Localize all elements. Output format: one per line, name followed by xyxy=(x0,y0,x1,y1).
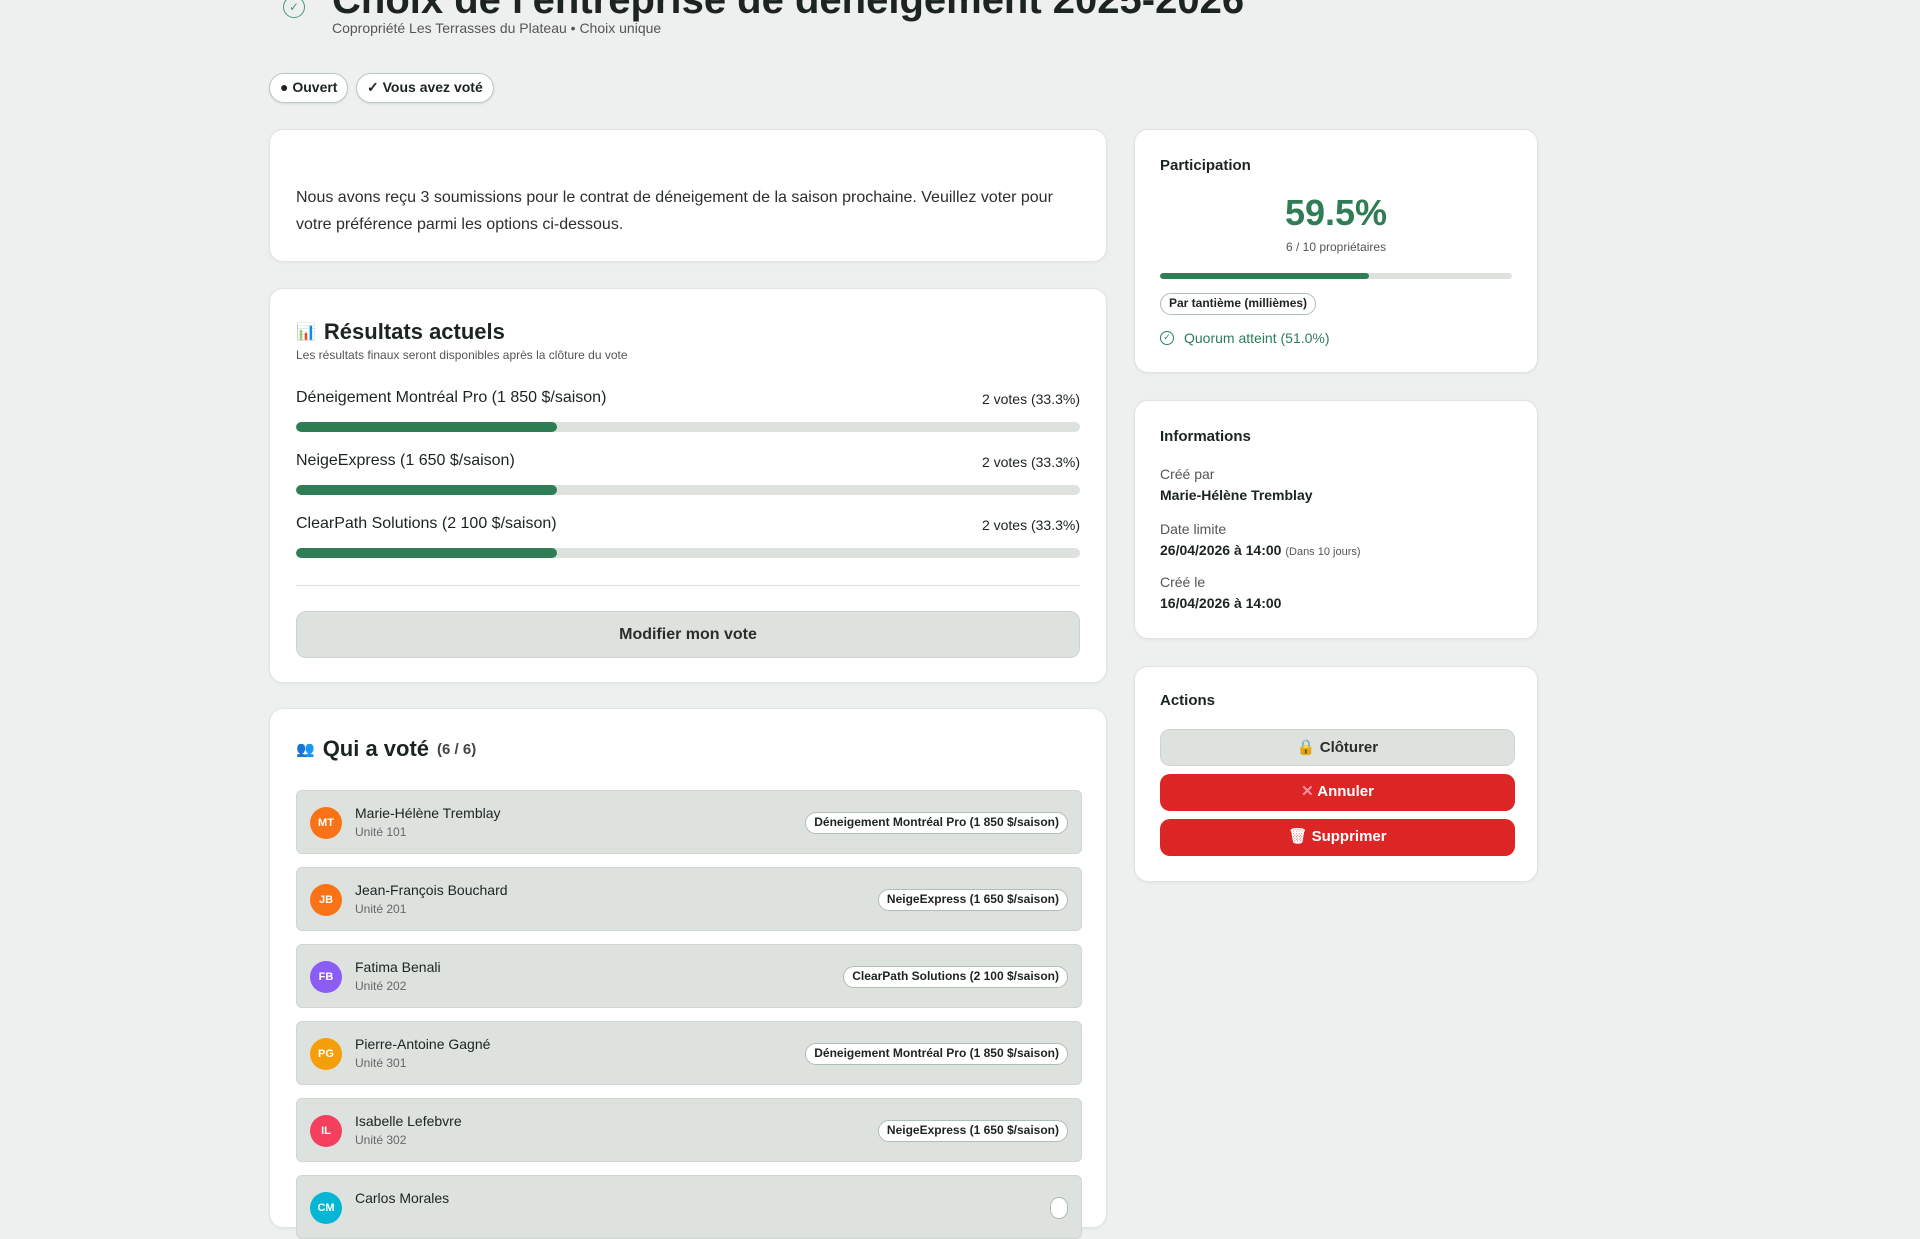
option-votes: 2 votes (33.3%) xyxy=(981,391,1080,407)
option-bar xyxy=(296,485,1080,495)
method-tag: Par tantième (millièmes) xyxy=(1160,293,1317,315)
created-label: Créé le xyxy=(1160,574,1206,590)
bar-chart-icon: 📊 xyxy=(296,324,316,341)
voter-name: Jean-François Bouchard xyxy=(355,882,508,898)
x-icon: ✕ xyxy=(1301,783,1314,800)
avatar: PG xyxy=(310,1038,342,1070)
created-by-label: Créé par xyxy=(1160,466,1215,482)
voter-name: Carlos Morales xyxy=(355,1190,450,1206)
cancel-label: Annuler xyxy=(1317,783,1374,800)
voter-unit: Unité 301 xyxy=(355,1056,407,1070)
cancel-vote-button[interactable]: ✕ Annuler xyxy=(1160,774,1515,811)
voter-choice: NeigeExpress (1 650 $/saison) xyxy=(877,1120,1068,1142)
option-bar-fill xyxy=(296,548,558,558)
voter-unit: Unité 201 xyxy=(355,902,407,916)
voter-choice: ClearPath Solutions (2 100 $/saison) xyxy=(843,966,1068,988)
avatar: CM xyxy=(310,1192,342,1224)
divider xyxy=(296,585,1080,586)
voter-row: MT Marie-Hélène Tremblay Unité 101 Dénei… xyxy=(296,790,1082,854)
lock-icon: 🔒 xyxy=(1296,739,1316,756)
voters-card: 👥 Qui a voté (6 / 6) MT Marie-Hélène Tre… xyxy=(269,708,1107,1239)
option-bar-fill xyxy=(296,422,558,432)
voter-unit: Unité 202 xyxy=(355,979,407,993)
avatar: FB xyxy=(310,961,342,993)
participation-percent: 59.5% xyxy=(1284,192,1388,233)
voter-name: Fatima Benali xyxy=(355,959,441,975)
voter-choice: NeigeExpress (1 650 $/saison) xyxy=(877,889,1068,911)
participation-bar xyxy=(1160,273,1512,279)
actions-card: Actions 🔒 Clôturer ✕ Annuler 🗑 Supprimer xyxy=(1134,666,1538,882)
voter-row: PG Pierre-Antoine Gagné Unité 301 Déneig… xyxy=(296,1021,1082,1085)
participation-owners: 6 / 10 propriétaires xyxy=(1285,240,1387,254)
info-title: Informations xyxy=(1160,428,1251,445)
voter-choice: Déneigement Montréal Pro (1 850 $/saison… xyxy=(805,812,1068,834)
voter-choice: Déneigement Montréal Pro (1 850 $/saison… xyxy=(805,1043,1068,1065)
description: Nous avons reçu 3 soumissions pour le co… xyxy=(296,189,1053,233)
info-card: Informations Créé par Marie-Hélène Tremb… xyxy=(1134,400,1538,639)
deadline-label: Date limite xyxy=(1160,521,1227,537)
voter-choice xyxy=(1050,1197,1068,1219)
participation-title: Participation xyxy=(1160,157,1251,174)
voter-name: Isabelle Lefebvre xyxy=(355,1113,462,1129)
voter-unit: Unité 101 xyxy=(355,825,407,839)
page-subtitle: Copropriété Les Terrasses du Plateau • C… xyxy=(332,20,662,36)
users-icon: 👥 xyxy=(296,741,315,758)
voters-count: (6 / 6) xyxy=(437,740,477,758)
close-vote-button[interactable]: 🔒 Clôturer xyxy=(1160,729,1515,766)
created-value: 16/04/2026 à 14:00 xyxy=(1160,595,1282,611)
close-label: Clôturer xyxy=(1319,739,1379,756)
delete-vote-button[interactable]: 🗑 Supprimer xyxy=(1160,819,1515,856)
voter-name: Marie-Hélène Tremblay xyxy=(355,805,501,821)
description-card: Nous avons reçu 3 soumissions pour le co… xyxy=(269,129,1107,262)
modify-vote-button[interactable]: Modifier mon vote xyxy=(296,611,1080,658)
voter-row: JB Jean-François Bouchard Unité 201 Neig… xyxy=(296,867,1082,931)
check-circle-icon: ✓ xyxy=(1160,331,1174,345)
voter-name: Pierre-Antoine Gagné xyxy=(355,1036,491,1052)
option-votes: 2 votes (33.3%) xyxy=(981,517,1080,533)
option-label: Déneigement Montréal Pro (1 850 $/saison… xyxy=(296,389,607,406)
created-by-value: Marie-Hélène Tremblay xyxy=(1160,487,1313,503)
avatar: IL xyxy=(310,1115,342,1147)
results-note: Les résultats finaux seront disponibles … xyxy=(296,348,628,362)
voter-row: FB Fatima Benali Unité 202 ClearPath Sol… xyxy=(296,944,1082,1008)
status-badge: ● Ouvert xyxy=(269,73,349,103)
page-title: Choix de l'entreprise de déneigement 202… xyxy=(332,0,1245,22)
deadline-value: 26/04/2026 à 14:00 xyxy=(1160,542,1282,558)
avatar: MT xyxy=(310,807,342,839)
check-circle-icon: ✓ xyxy=(283,0,305,18)
voted-badge: ✓ Vous avez voté xyxy=(356,73,494,103)
results-title: Résultats actuels xyxy=(323,319,505,344)
actions-title: Actions xyxy=(1160,692,1216,709)
participation-fill xyxy=(1160,273,1370,279)
option-label: ClearPath Solutions (2 100 $/saison) xyxy=(296,515,557,532)
voter-row: IL Isabelle Lefebvre Unité 302 NeigeExpr… xyxy=(296,1098,1082,1162)
option-bar xyxy=(296,422,1080,432)
option-bar-fill xyxy=(296,485,558,495)
quorum-status: Quorum atteint (51.0%) xyxy=(1184,330,1330,346)
option-bar xyxy=(296,548,1080,558)
voters-title: Qui a voté xyxy=(322,736,430,761)
voter-row: CM Carlos Morales xyxy=(296,1175,1082,1239)
participation-card: Participation 59.5% 6 / 10 propriétaires… xyxy=(1134,129,1538,373)
results-card: 📊 Résultats actuels Les résultats finaux… xyxy=(269,288,1107,683)
avatar: JB xyxy=(310,884,342,916)
trash-icon: 🗑 xyxy=(1288,828,1308,845)
option-votes: 2 votes (33.3%) xyxy=(981,454,1080,470)
voter-unit: Unité 302 xyxy=(355,1133,407,1147)
deadline-relative: (Dans 10 jours) xyxy=(1285,546,1361,558)
option-label: NeigeExpress (1 650 $/saison) xyxy=(296,452,515,469)
delete-label: Supprimer xyxy=(1311,828,1387,845)
